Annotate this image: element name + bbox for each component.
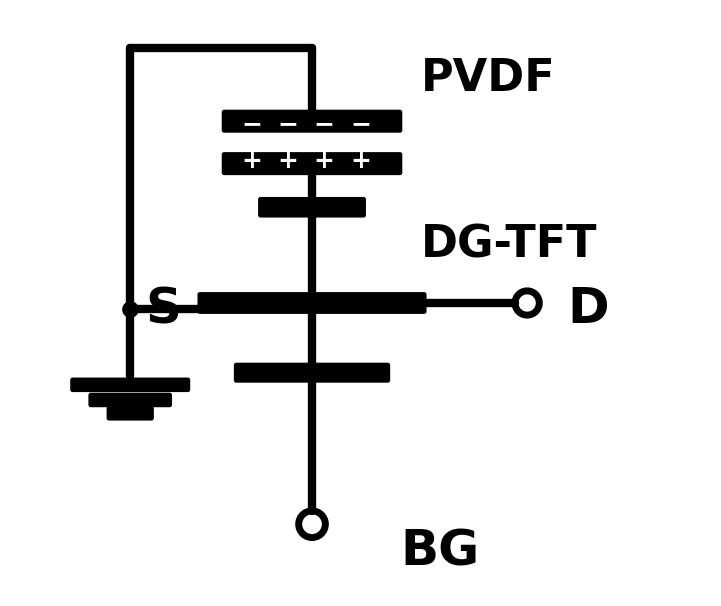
Text: BG: BG <box>400 527 479 576</box>
Text: −: − <box>278 112 298 136</box>
FancyBboxPatch shape <box>198 292 427 314</box>
Text: −: − <box>241 112 262 136</box>
Text: +: + <box>241 148 262 173</box>
FancyBboxPatch shape <box>107 406 154 421</box>
Text: +: + <box>350 148 371 173</box>
Text: +: + <box>314 148 335 173</box>
Text: D: D <box>567 285 609 333</box>
FancyBboxPatch shape <box>222 110 402 133</box>
FancyBboxPatch shape <box>70 378 190 392</box>
FancyBboxPatch shape <box>222 152 402 175</box>
Text: −: − <box>350 112 371 136</box>
Text: PVDF: PVDF <box>421 58 556 100</box>
Text: −: − <box>314 112 335 136</box>
FancyBboxPatch shape <box>258 197 366 218</box>
FancyBboxPatch shape <box>234 362 390 383</box>
Text: S: S <box>146 285 182 333</box>
Text: +: + <box>278 148 298 173</box>
FancyBboxPatch shape <box>89 393 172 407</box>
Text: DG-TFT: DG-TFT <box>421 224 598 267</box>
